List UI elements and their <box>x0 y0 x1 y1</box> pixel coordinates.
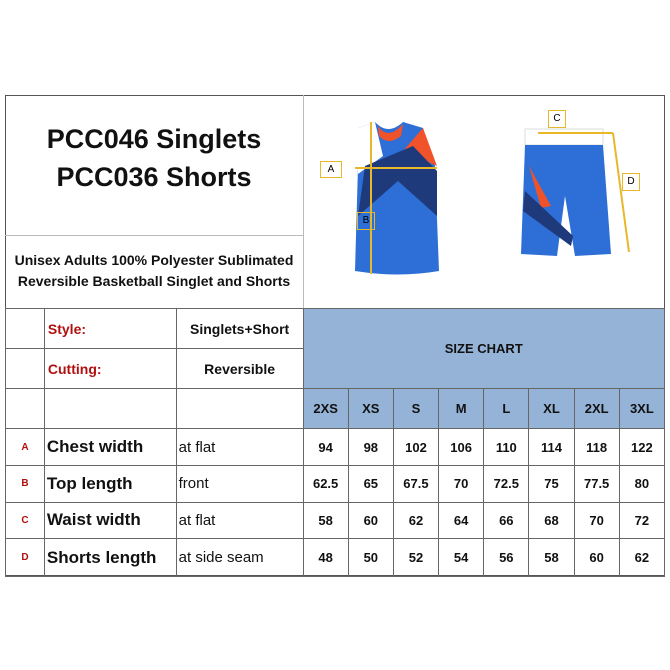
measure-value: 98 <box>347 428 394 466</box>
product-subtitle: Unisex Adults 100% Polyester Sublimated … <box>5 250 303 292</box>
title-divider <box>5 235 303 236</box>
size-header: M <box>438 388 485 429</box>
measure-value: 102 <box>392 428 440 466</box>
measure-value: 50 <box>347 538 394 577</box>
measurement-row: B Top length front 62.5 65 67.5 70 72.5 75 77.5… <box>5 465 666 503</box>
measure-method: at flat <box>175 428 304 466</box>
measure-letter: A <box>5 428 45 466</box>
size-header: 3XL <box>618 388 666 429</box>
measure-name: Chest width <box>43 428 177 466</box>
style-value: Singlets+Short <box>175 308 304 349</box>
product-title: PCC046 Singlets PCC036 Shorts <box>5 120 303 196</box>
measure-value: 58 <box>302 501 349 539</box>
measure-value: 72.5 <box>483 465 530 503</box>
size-header: XS <box>347 388 394 429</box>
size-header: XL <box>528 388 575 429</box>
label-b: B <box>357 212 375 230</box>
measure-value: 114 <box>528 428 575 466</box>
measure-value: 60 <box>573 538 620 577</box>
measure-arrows <box>355 122 630 274</box>
measure-value: 94 <box>302 428 349 466</box>
measurement-row: A Chest width at flat 94 98 102 106 110 114 118… <box>5 428 666 466</box>
title-line-2: PCC036 Shorts <box>56 162 252 192</box>
sizes-row: 2XS XS S M L XL 2XL 3XL <box>5 388 666 429</box>
cutting-label: Cutting: <box>43 348 177 389</box>
measure-value: 52 <box>392 538 440 577</box>
measure-value: 70 <box>438 465 485 503</box>
style-row: Style: Singlets+Short SIZE CHART <box>5 308 666 389</box>
measure-method: front <box>175 465 304 503</box>
measure-value: 58 <box>528 538 575 577</box>
style-label: Style: <box>43 308 177 349</box>
measure-method: at flat <box>175 501 304 539</box>
measure-name: Shorts length <box>43 538 177 577</box>
measure-name: Waist width <box>43 501 177 539</box>
measure-value: 118 <box>573 428 620 466</box>
shorts-image <box>521 128 611 256</box>
measure-value: 64 <box>438 501 485 539</box>
measure-value: 110 <box>483 428 530 466</box>
measure-value: 60 <box>347 501 394 539</box>
label-c: C <box>548 110 566 128</box>
measure-value: 72 <box>618 501 666 539</box>
label-d: D <box>622 173 640 191</box>
size-chart-header: SIZE CHART <box>302 308 666 389</box>
measure-value: 56 <box>483 538 530 577</box>
measure-value: 62 <box>392 501 440 539</box>
measure-value: 77.5 <box>573 465 620 503</box>
measure-method: at side seam <box>175 538 304 577</box>
measure-value: 106 <box>438 428 485 466</box>
size-table: Style: Singlets+Short SIZE CHART Cutting… <box>5 308 666 577</box>
measure-value: 68 <box>528 501 575 539</box>
measure-value: 66 <box>483 501 530 539</box>
measure-name: Top length <box>43 465 177 503</box>
measure-value: 62.5 <box>302 465 349 503</box>
measure-value: 48 <box>302 538 349 577</box>
measurement-row: D Shorts length at side seam 48 50 52 54 56 58… <box>5 538 666 577</box>
top-divider <box>303 95 304 308</box>
cutting-value: Reversible <box>175 348 304 389</box>
size-header: 2XS <box>302 388 349 429</box>
garment-diagram <box>355 122 630 275</box>
subtitle-line-2: Reversible Basketball Singlet and Shorts <box>17 273 291 289</box>
measure-value: 62 <box>618 538 666 577</box>
measure-value: 80 <box>618 465 666 503</box>
cutting-row: Cutting: Reversible <box>5 348 665 389</box>
measure-letter: B <box>5 465 45 503</box>
measure-value: 70 <box>573 501 620 539</box>
measure-letter: C <box>5 501 45 539</box>
singlet-image <box>355 122 439 275</box>
measure-value: 65 <box>347 465 394 503</box>
measure-value: 54 <box>438 538 485 577</box>
measure-value: 75 <box>528 465 575 503</box>
measure-value: 67.5 <box>392 465 440 503</box>
measurement-row: C Waist width at flat 58 60 62 64 66 68 70 72 <box>5 501 666 539</box>
size-header: 2XL <box>573 388 620 429</box>
measure-letter: D <box>5 538 45 577</box>
subtitle-line-1: Unisex Adults 100% Polyester Sublimated <box>14 252 294 268</box>
label-a: A <box>320 161 342 178</box>
measure-value: 122 <box>618 428 666 466</box>
size-header: S <box>392 388 440 429</box>
title-line-1: PCC046 Singlets <box>46 124 262 154</box>
size-header: L <box>483 388 530 429</box>
